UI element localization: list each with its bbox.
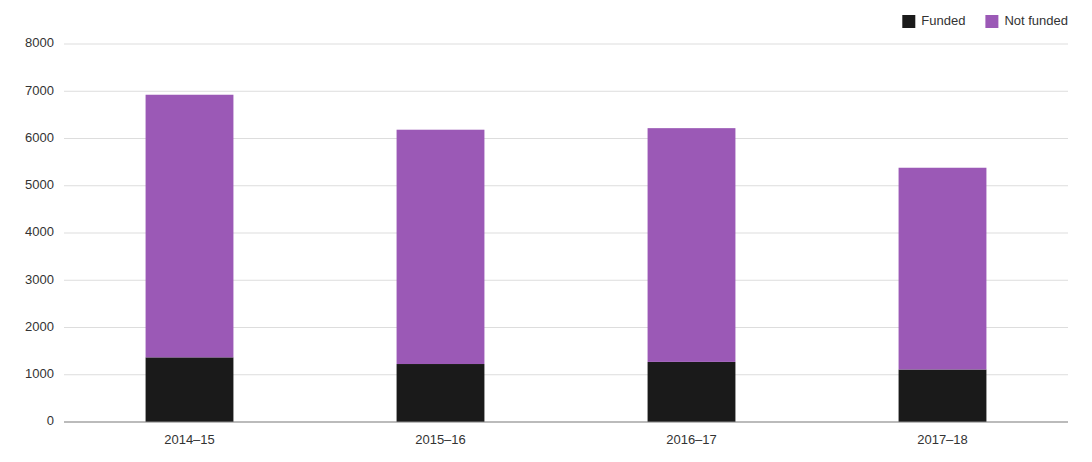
legend-item: Funded xyxy=(902,13,965,28)
x-tick-label: 2014–15 xyxy=(164,432,215,447)
chart-svg: 0 1000 2000 3000 4000 5000 6000 7000 8000 2014–15… xyxy=(0,0,1092,462)
bar-segment xyxy=(146,95,234,358)
x-tick-label: 2017–18 xyxy=(917,432,968,447)
y-tick-label: 0 xyxy=(47,413,54,428)
grid xyxy=(64,44,1068,422)
bars xyxy=(146,95,987,422)
bar-segment xyxy=(397,130,485,364)
y-tick-label: 7000 xyxy=(25,83,54,98)
y-tick-label: 3000 xyxy=(25,272,54,287)
y-tick-label: 2000 xyxy=(25,319,54,334)
bar-segment xyxy=(648,362,736,422)
chart-container: 0 1000 2000 3000 4000 5000 6000 7000 8000 2014–15… xyxy=(0,0,1092,462)
legend-label: Funded xyxy=(921,13,965,28)
grid-line xyxy=(64,91,1068,92)
legend: Funded Not funded xyxy=(902,13,1068,28)
y-tick-label: 1000 xyxy=(25,366,54,381)
bar-segment xyxy=(146,357,234,422)
bar-segment xyxy=(899,370,987,422)
x-tick-label: 2016–17 xyxy=(666,432,717,447)
x-axis-line xyxy=(64,422,1068,423)
bar-segment xyxy=(899,168,987,370)
grid-line xyxy=(64,422,1068,423)
y-tick-label: 5000 xyxy=(25,177,54,192)
legend-label: Not funded xyxy=(1004,13,1068,28)
legend-swatch xyxy=(902,15,915,28)
x-ticks: 2014–15 2015–16 2016–17 2017–18 xyxy=(164,432,968,447)
x-tick-label: 2015–16 xyxy=(415,432,466,447)
legend-item: Not funded xyxy=(985,13,1068,28)
grid-line xyxy=(64,44,1068,45)
y-ticks: 0 1000 2000 3000 4000 5000 6000 7000 8000 xyxy=(25,35,54,428)
y-tick-label: 6000 xyxy=(25,130,54,145)
y-tick-label: 4000 xyxy=(25,224,54,239)
bar-segment xyxy=(648,128,736,362)
page: {"chart_data": {"type": "bar", "stacked"… xyxy=(0,0,1092,462)
legend-swatch xyxy=(985,15,998,28)
bar-segment xyxy=(397,364,485,422)
y-tick-label: 8000 xyxy=(25,35,54,50)
